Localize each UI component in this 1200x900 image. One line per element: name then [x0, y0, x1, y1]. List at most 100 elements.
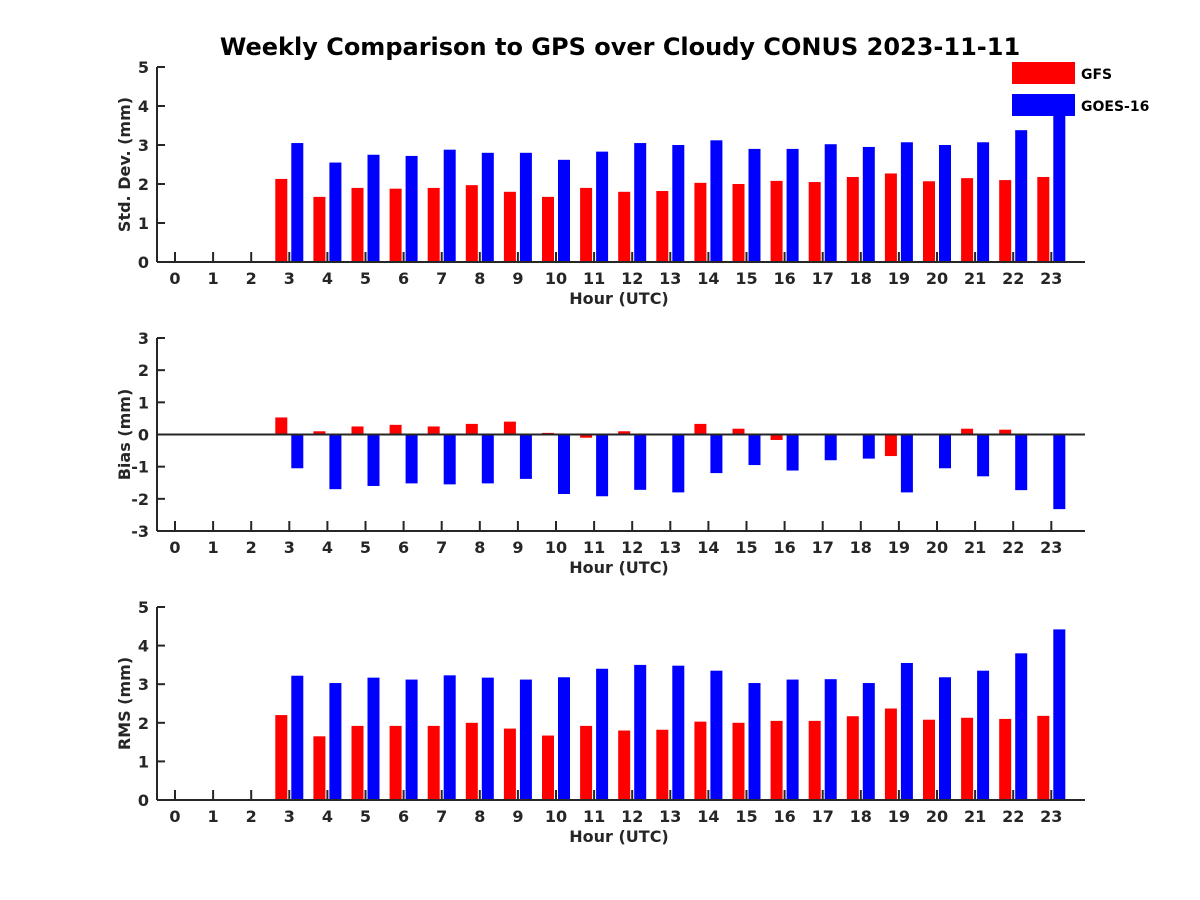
x-tick-label: 11 — [583, 269, 605, 288]
x-tick-label: 5 — [360, 807, 371, 826]
bar — [443, 434, 456, 485]
bar — [846, 716, 859, 800]
x-tick-label: 13 — [659, 807, 681, 826]
bar — [977, 434, 990, 477]
x-tick-label: 7 — [436, 807, 447, 826]
bar — [1015, 434, 1028, 491]
x-tick-label: 14 — [697, 538, 719, 557]
bar — [672, 145, 685, 262]
bar — [900, 434, 913, 493]
x-tick-label: 23 — [1040, 807, 1062, 826]
bar — [939, 145, 951, 262]
x-axis-label: Hour (UTC) — [569, 289, 669, 308]
x-tick-label: 3 — [284, 269, 295, 288]
y-tick-label: 3 — [138, 136, 149, 155]
legend-swatch — [1012, 62, 1075, 84]
bar — [961, 428, 974, 435]
bar — [580, 187, 593, 262]
bar — [291, 143, 304, 262]
x-tick-label: 19 — [888, 807, 910, 826]
bar — [900, 142, 913, 262]
bar — [770, 720, 783, 800]
y-tick-label: -2 — [131, 490, 149, 509]
x-tick-label: 15 — [735, 269, 757, 288]
bar — [291, 434, 304, 469]
x-tick-label: 1 — [208, 807, 219, 826]
bar — [367, 154, 380, 262]
bar — [367, 677, 380, 800]
x-tick-label: 13 — [659, 538, 681, 557]
x-tick-label: 9 — [512, 538, 523, 557]
y-tick-label: 5 — [138, 58, 149, 77]
legend-label: GOES-16 — [1081, 99, 1149, 115]
bar — [923, 181, 935, 262]
bar — [710, 140, 723, 262]
x-tick-label: 20 — [926, 807, 948, 826]
chart-title: Weekly Comparison to GPS over Cloudy CON… — [220, 33, 1020, 61]
bar — [465, 722, 478, 800]
bar — [900, 662, 913, 800]
x-tick-label: 3 — [284, 807, 295, 826]
bar — [786, 679, 799, 800]
x-tick-label: 20 — [926, 269, 948, 288]
x-tick-label: 2 — [246, 807, 257, 826]
x-tick-label: 2 — [246, 269, 257, 288]
x-tick-label: 14 — [697, 269, 719, 288]
bar — [748, 434, 761, 466]
legend-label: GFS — [1081, 67, 1112, 83]
y-tick-label: 2 — [138, 175, 149, 194]
bar — [694, 721, 707, 800]
x-tick-label: 11 — [583, 807, 605, 826]
bar — [786, 148, 799, 262]
bar — [961, 717, 974, 800]
bar — [465, 185, 478, 262]
bar — [481, 434, 494, 484]
y-tick-label: 5 — [138, 598, 149, 617]
x-tick-label: 2 — [246, 538, 257, 557]
x-tick-label: 21 — [964, 807, 986, 826]
bar — [808, 720, 821, 800]
bar — [824, 144, 837, 262]
bar — [1053, 629, 1066, 800]
x-tick-label: 4 — [322, 269, 333, 288]
bar — [786, 434, 799, 471]
bar — [770, 434, 783, 440]
x-tick-label: 8 — [474, 807, 485, 826]
bar — [427, 725, 440, 800]
y-axis-label: RMS (mm) — [115, 657, 134, 750]
bar — [405, 679, 418, 800]
x-tick-label: 17 — [812, 538, 834, 557]
y-tick-label: -3 — [131, 522, 149, 541]
y-tick-label: 0 — [138, 791, 149, 810]
x-tick-label: 20 — [926, 538, 948, 557]
bar — [1053, 434, 1066, 510]
bar — [596, 434, 609, 497]
bar — [558, 677, 570, 800]
x-tick-label: 18 — [850, 269, 872, 288]
y-tick-label: 0 — [138, 253, 149, 272]
bar — [351, 725, 364, 800]
bar — [558, 159, 570, 262]
x-tick-label: 16 — [773, 807, 795, 826]
x-tick-label: 8 — [474, 269, 485, 288]
bar — [977, 142, 990, 262]
x-tick-label: 11 — [583, 538, 605, 557]
x-tick-label: 10 — [545, 269, 567, 288]
bar — [710, 670, 723, 800]
x-tick-label: 21 — [964, 538, 986, 557]
x-tick-label: 22 — [1002, 807, 1024, 826]
bar — [634, 434, 647, 490]
bar — [389, 424, 402, 435]
bar — [884, 173, 897, 262]
bar — [694, 182, 707, 262]
y-tick-label: -1 — [131, 458, 149, 477]
bar — [580, 434, 593, 438]
bar — [519, 152, 532, 262]
x-tick-label: 7 — [436, 538, 447, 557]
x-tick-label: 9 — [512, 807, 523, 826]
bar — [313, 196, 326, 262]
bar — [748, 148, 761, 262]
bar — [503, 191, 516, 262]
